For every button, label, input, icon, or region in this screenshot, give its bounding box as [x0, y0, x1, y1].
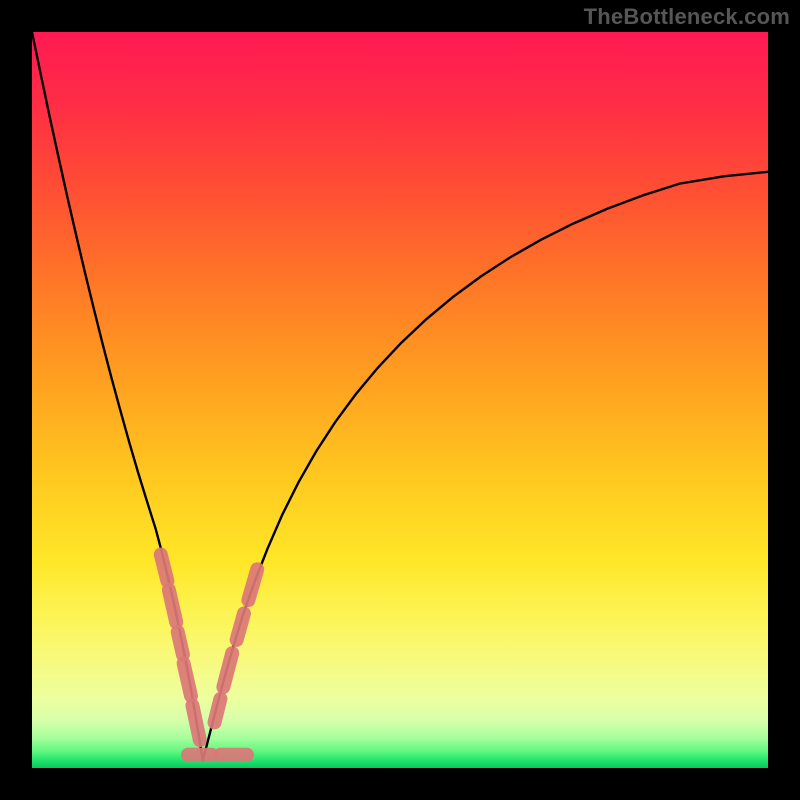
marker-segment [178, 632, 183, 655]
marker-segment [192, 705, 199, 740]
marker-segment [184, 663, 191, 695]
plot-area [32, 32, 768, 768]
marker-segment [237, 613, 244, 640]
gradient-background [32, 32, 768, 768]
marker-segment [223, 653, 232, 687]
chart-frame: TheBottleneck.com [0, 0, 800, 800]
marker-segment [248, 569, 257, 600]
marker-segment [169, 590, 176, 622]
marker-segment [161, 555, 168, 582]
watermark-text: TheBottleneck.com [584, 4, 790, 30]
chart-svg [32, 32, 768, 768]
marker-segment [215, 699, 221, 723]
